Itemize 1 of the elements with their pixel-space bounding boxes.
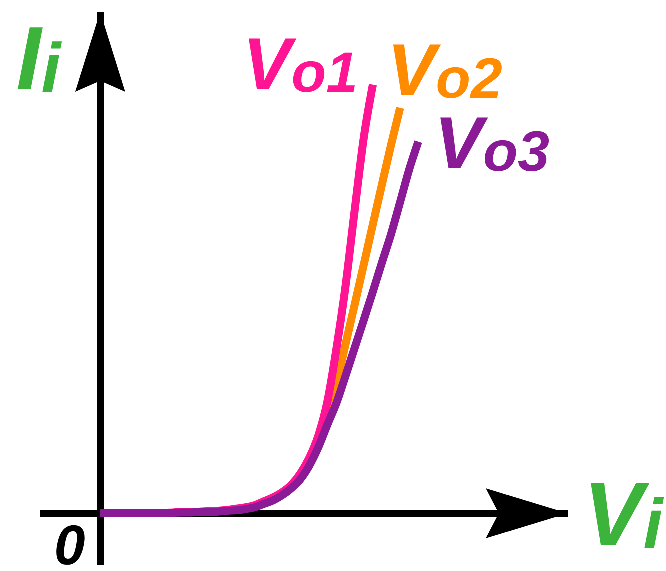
text: 0 (54, 514, 86, 571)
